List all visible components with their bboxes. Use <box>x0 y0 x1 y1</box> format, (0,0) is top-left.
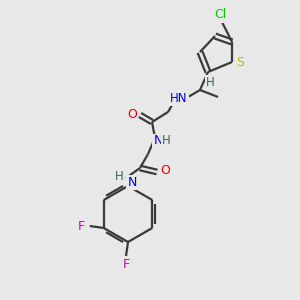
Text: O: O <box>160 164 170 178</box>
Text: S: S <box>236 56 244 68</box>
Text: H: H <box>162 134 170 148</box>
Text: H: H <box>206 76 214 88</box>
Text: H: H <box>115 169 124 182</box>
Text: O: O <box>127 107 137 121</box>
Text: F: F <box>122 259 130 272</box>
Text: Cl: Cl <box>214 8 226 22</box>
Text: N: N <box>127 176 137 188</box>
Text: N: N <box>153 134 163 148</box>
Text: F: F <box>78 220 85 232</box>
Text: HN: HN <box>170 92 188 106</box>
